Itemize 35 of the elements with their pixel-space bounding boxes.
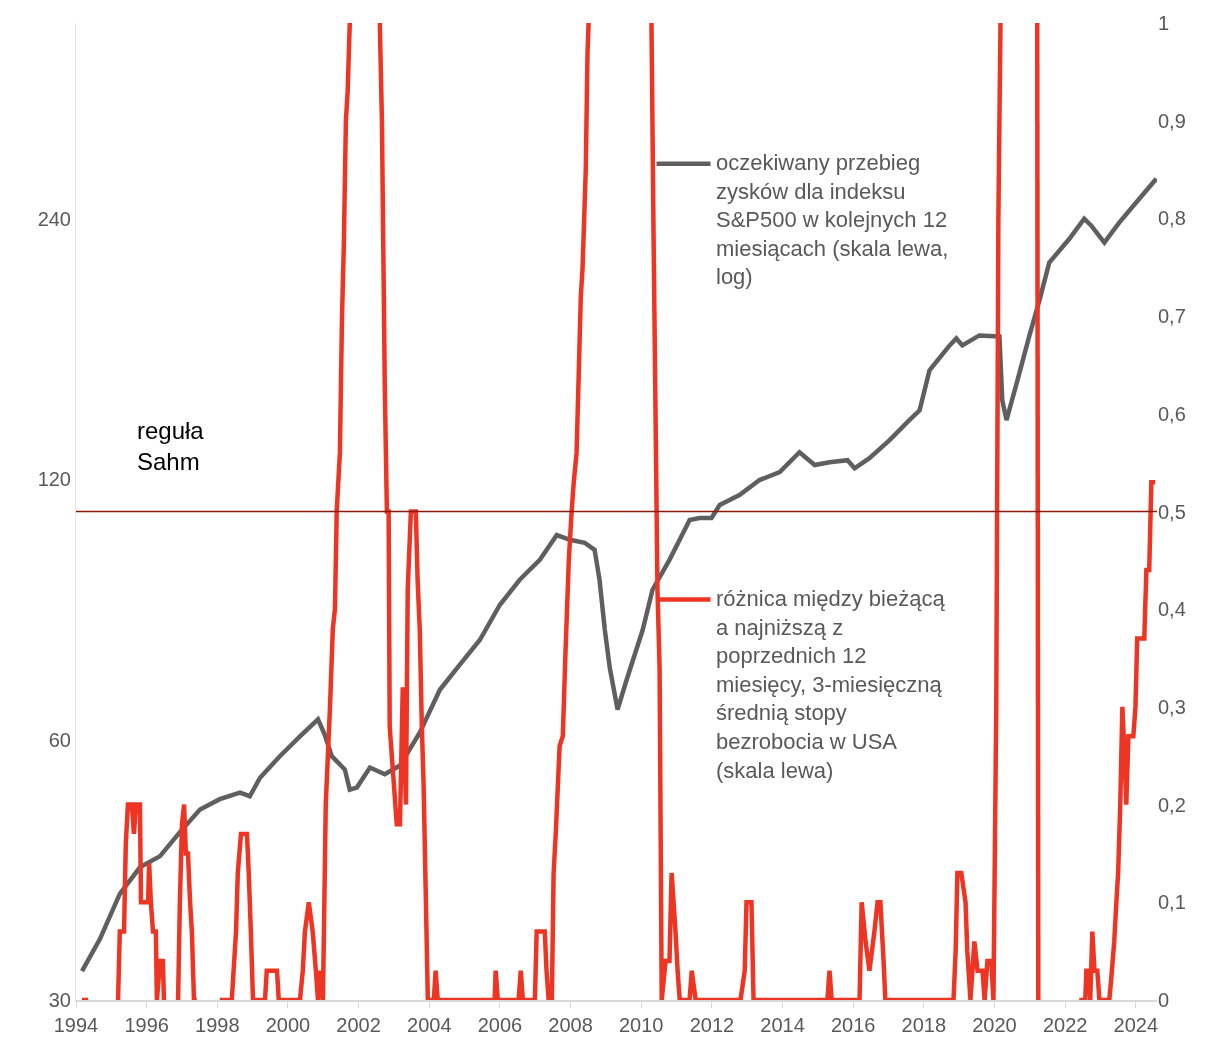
y2-tick-label: 0 [1158, 989, 1170, 1011]
x-tick-label: 2002 [336, 1013, 381, 1036]
y2-tick-label: 0,2 [1158, 793, 1186, 816]
y2-tick-label: 0,8 [1158, 207, 1186, 230]
y2-tick-label: 0,3 [1158, 695, 1186, 718]
y2-tick-label: 0,6 [1158, 402, 1186, 425]
y-tick-label: 30 [48, 989, 71, 1011]
y-tick-label: 120 [37, 468, 71, 491]
x-tick-label: 2010 [618, 1013, 664, 1036]
x-tick-label: 2022 [1042, 1013, 1088, 1036]
ref-line-label: reguła Sahm [137, 417, 205, 476]
x-tick-label: 2014 [760, 1013, 805, 1036]
x-tick-label: 2020 [972, 1013, 1017, 1036]
legend-label: różnica między bieżącą a najniższą z poprzednich 12 miesięcy, 3-miesięczną średnią stopy bezrobocia w USA (skala lewa) [716, 586, 946, 783]
y2-tick-label: 1 [1158, 12, 1170, 34]
y2-tick-label: 0,1 [1158, 891, 1186, 914]
x-tick-label: 2004 [407, 1013, 452, 1036]
x-tick-label: 2006 [477, 1013, 523, 1036]
x-tick-label: 2016 [830, 1013, 876, 1036]
y2-tick-label: 0,5 [1158, 500, 1186, 523]
line-series [79, 176, 1157, 974]
y2-tick-label: 0,7 [1158, 305, 1186, 328]
y2-tick-label: 0,9 [1158, 109, 1186, 132]
y2-tick-label: 0,4 [1158, 598, 1186, 621]
x-tick-label: 2000 [265, 1013, 311, 1036]
legend-label: oczekiwany przebieg zysków dla indeksu S&P500 w kolejnych 12 miesiącach (skala lewa, log) [716, 150, 949, 290]
x-tick-label: 1994 [53, 1013, 99, 1036]
x-tick-label: 2018 [901, 1013, 947, 1036]
x-tick-label: 2008 [548, 1013, 593, 1036]
x-tick-label: 1998 [195, 1013, 240, 1036]
y-tick-label: 240 [37, 207, 71, 230]
x-tick-label: 1996 [124, 1013, 169, 1036]
y-tick-label: 60 [48, 728, 71, 751]
x-tick-label: 2012 [689, 1013, 735, 1036]
x-tick-label: 2024 [1113, 1013, 1159, 1036]
